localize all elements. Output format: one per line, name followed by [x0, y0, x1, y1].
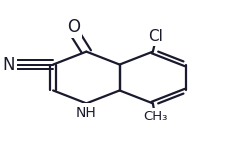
- Text: CH₃: CH₃: [143, 110, 167, 123]
- Text: Cl: Cl: [148, 29, 163, 44]
- Text: N: N: [2, 55, 15, 74]
- Text: O: O: [67, 18, 80, 36]
- Text: NH: NH: [76, 106, 97, 120]
